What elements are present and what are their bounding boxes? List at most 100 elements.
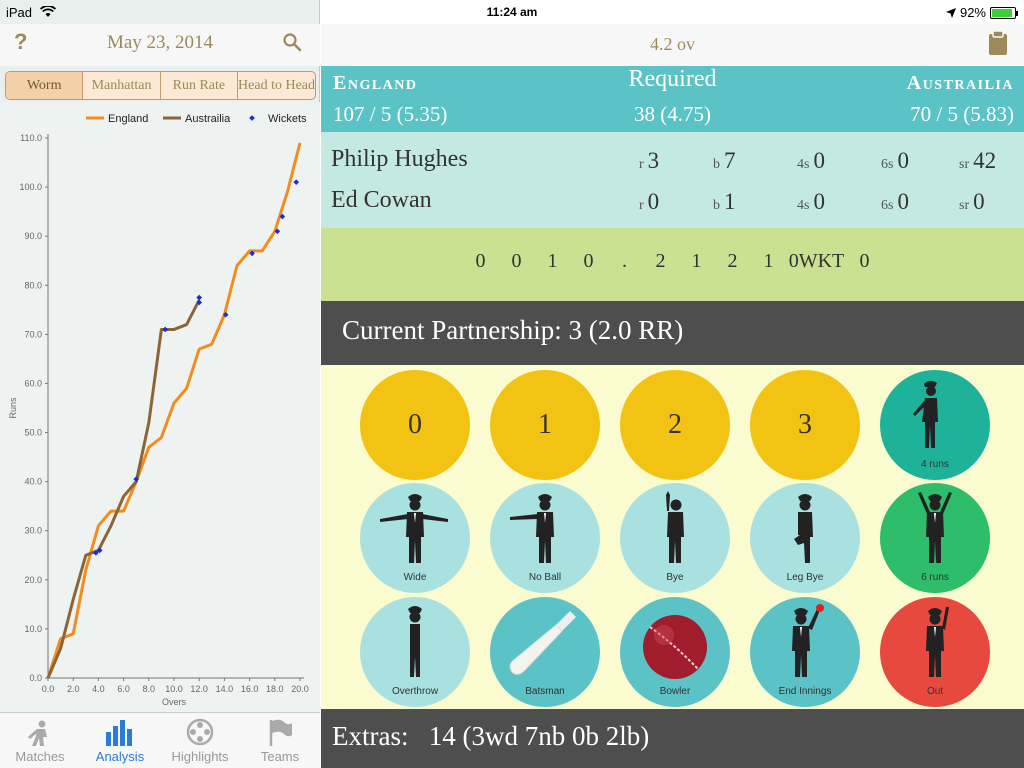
cricket-bat-icon: [509, 611, 576, 675]
four-runs-button[interactable]: 4 runs: [880, 370, 990, 480]
search-icon[interactable]: [282, 32, 302, 52]
balls-label: b: [713, 157, 720, 172]
legend-label-austrailia: Austrailia: [185, 113, 231, 125]
wide-button[interactable]: Wide: [360, 483, 470, 593]
batsman-icon: [28, 720, 47, 746]
bye-button[interactable]: Bye: [620, 483, 730, 593]
x-tick-label: 12.0: [190, 684, 208, 694]
y-tick-label: 20.0: [24, 575, 42, 585]
analysis-pane: ? May 23, 2014 Worm Manhattan Run Rate H…: [0, 0, 320, 768]
score-1-button[interactable]: 1: [490, 370, 600, 480]
bowler-label: Bowler: [659, 686, 691, 697]
six-runs-button[interactable]: 6 runs: [880, 483, 990, 593]
batsman-button[interactable]: Batsman: [490, 597, 600, 707]
end-innings-button[interactable]: End Innings: [750, 597, 860, 707]
tab-manhattan[interactable]: Manhattan: [83, 72, 161, 99]
tab-analysis[interactable]: Analysis: [80, 713, 160, 768]
umpire-end-innings-icon: [792, 604, 824, 677]
overs-title: 4.2 ov: [650, 34, 695, 54]
sixes-label: 6s: [881, 157, 894, 172]
status-right: 92%: [945, 5, 1018, 20]
device-name: iPad: [6, 5, 33, 20]
score-0-label: 0: [408, 409, 422, 440]
location-icon: [945, 7, 956, 18]
x-axis-label: Overs: [162, 697, 187, 707]
help-icon[interactable]: ?: [14, 29, 28, 54]
ball-value: 0: [511, 250, 522, 272]
out-button[interactable]: Out: [880, 597, 990, 707]
series-line-austrailia: [46, 299, 201, 679]
tab-worm[interactable]: Worm: [6, 72, 84, 99]
leg-bye-label: Leg Bye: [786, 572, 824, 583]
batsman-runs: 0: [647, 189, 660, 214]
y-tick-label: 40.0: [24, 477, 42, 487]
balls-label: b: [713, 198, 720, 213]
tab-head-to-head[interactable]: Head to Head: [238, 77, 315, 93]
score-0-button[interactable]: 0: [360, 370, 470, 480]
score-2-label: 2: [668, 409, 682, 440]
leg-bye-button[interactable]: Leg Bye: [750, 483, 860, 593]
y-tick-label: 100.0: [19, 182, 42, 192]
ball-value: 2: [727, 250, 738, 272]
umpire-four-icon: [913, 380, 938, 448]
ball-value: 0: [583, 250, 594, 272]
y-tick-label: 110.0: [20, 133, 42, 143]
strike-rate-label: sr: [959, 157, 970, 172]
tab-highlights-label: Highlights: [171, 749, 229, 764]
status-left: iPad: [6, 5, 56, 20]
wicket-marker: [96, 547, 103, 554]
y-tick-label: 60.0: [24, 378, 42, 388]
x-tick-label: 14.0: [216, 684, 234, 694]
umpire-wide-icon: [380, 494, 448, 563]
x-tick-label: 18.0: [266, 684, 284, 694]
status-bar: iPad 11:24 am 92%: [0, 0, 1024, 24]
score-2-button[interactable]: 2: [620, 370, 730, 480]
tab-teams-label: Teams: [260, 749, 300, 764]
batsman-label: Batsman: [525, 686, 565, 697]
team1-name: England: [333, 72, 418, 94]
tab-run-rate[interactable]: Run Rate: [161, 72, 239, 99]
match-date: May 23, 2014: [106, 32, 214, 53]
ball-value: 1: [691, 250, 702, 272]
tab-matches[interactable]: Matches: [0, 713, 80, 768]
ball-value: 2: [655, 250, 666, 272]
clipboard-icon[interactable]: [988, 30, 1008, 56]
tab-analysis-label: Analysis: [95, 749, 145, 764]
no-ball-button[interactable]: No Ball: [490, 483, 600, 593]
umpire-bye-icon: [666, 491, 684, 563]
overthrow-button[interactable]: Overthrow: [360, 597, 470, 707]
wicket-marker: [196, 299, 203, 306]
score-3-button[interactable]: 3: [750, 370, 860, 480]
six-runs-label: 6 runs: [921, 572, 949, 583]
batsman-balls: 7: [724, 148, 736, 173]
x-tick-label: 6.0: [117, 684, 130, 694]
umpire-no-ball-icon: [510, 494, 554, 563]
runs-label: r: [639, 157, 644, 172]
bowler-button[interactable]: Bowler: [620, 597, 730, 707]
ball-value: .: [622, 250, 627, 272]
batsman-runs: 3: [647, 148, 660, 173]
out-label: Out: [926, 686, 944, 697]
wicket-marker: [222, 311, 229, 318]
strike-rate-label: sr: [959, 198, 970, 213]
bottom-tab-bar: Matches Analysis Highlights T: [0, 712, 320, 768]
scoreboard: England 107 / 5 (5.35) Required 38 (4.75…: [321, 66, 1024, 132]
four-runs-label: 4 runs: [921, 459, 949, 470]
y-tick-label: 70.0: [24, 329, 42, 339]
fours-label: 4s: [797, 198, 810, 213]
batsman-sixes: 0: [897, 189, 909, 214]
status-time: 11:24 am: [486, 5, 538, 19]
legend-swatch-wickets: [249, 115, 255, 121]
overthrow-label: Overthrow: [391, 686, 439, 697]
required-title: Required: [628, 66, 717, 92]
tab-teams[interactable]: Teams: [240, 713, 320, 768]
ball-value: 1: [547, 250, 558, 272]
batsman-strike-rate: 42: [973, 148, 997, 173]
fours-label: 4s: [797, 157, 810, 172]
wicket-marker: [93, 549, 99, 556]
tab-highlights[interactable]: Highlights: [160, 713, 240, 768]
tab-matches-label: Matches: [15, 749, 65, 764]
chart-type-segmented-control: Worm Manhattan Run Rate Head to Head: [5, 71, 316, 100]
